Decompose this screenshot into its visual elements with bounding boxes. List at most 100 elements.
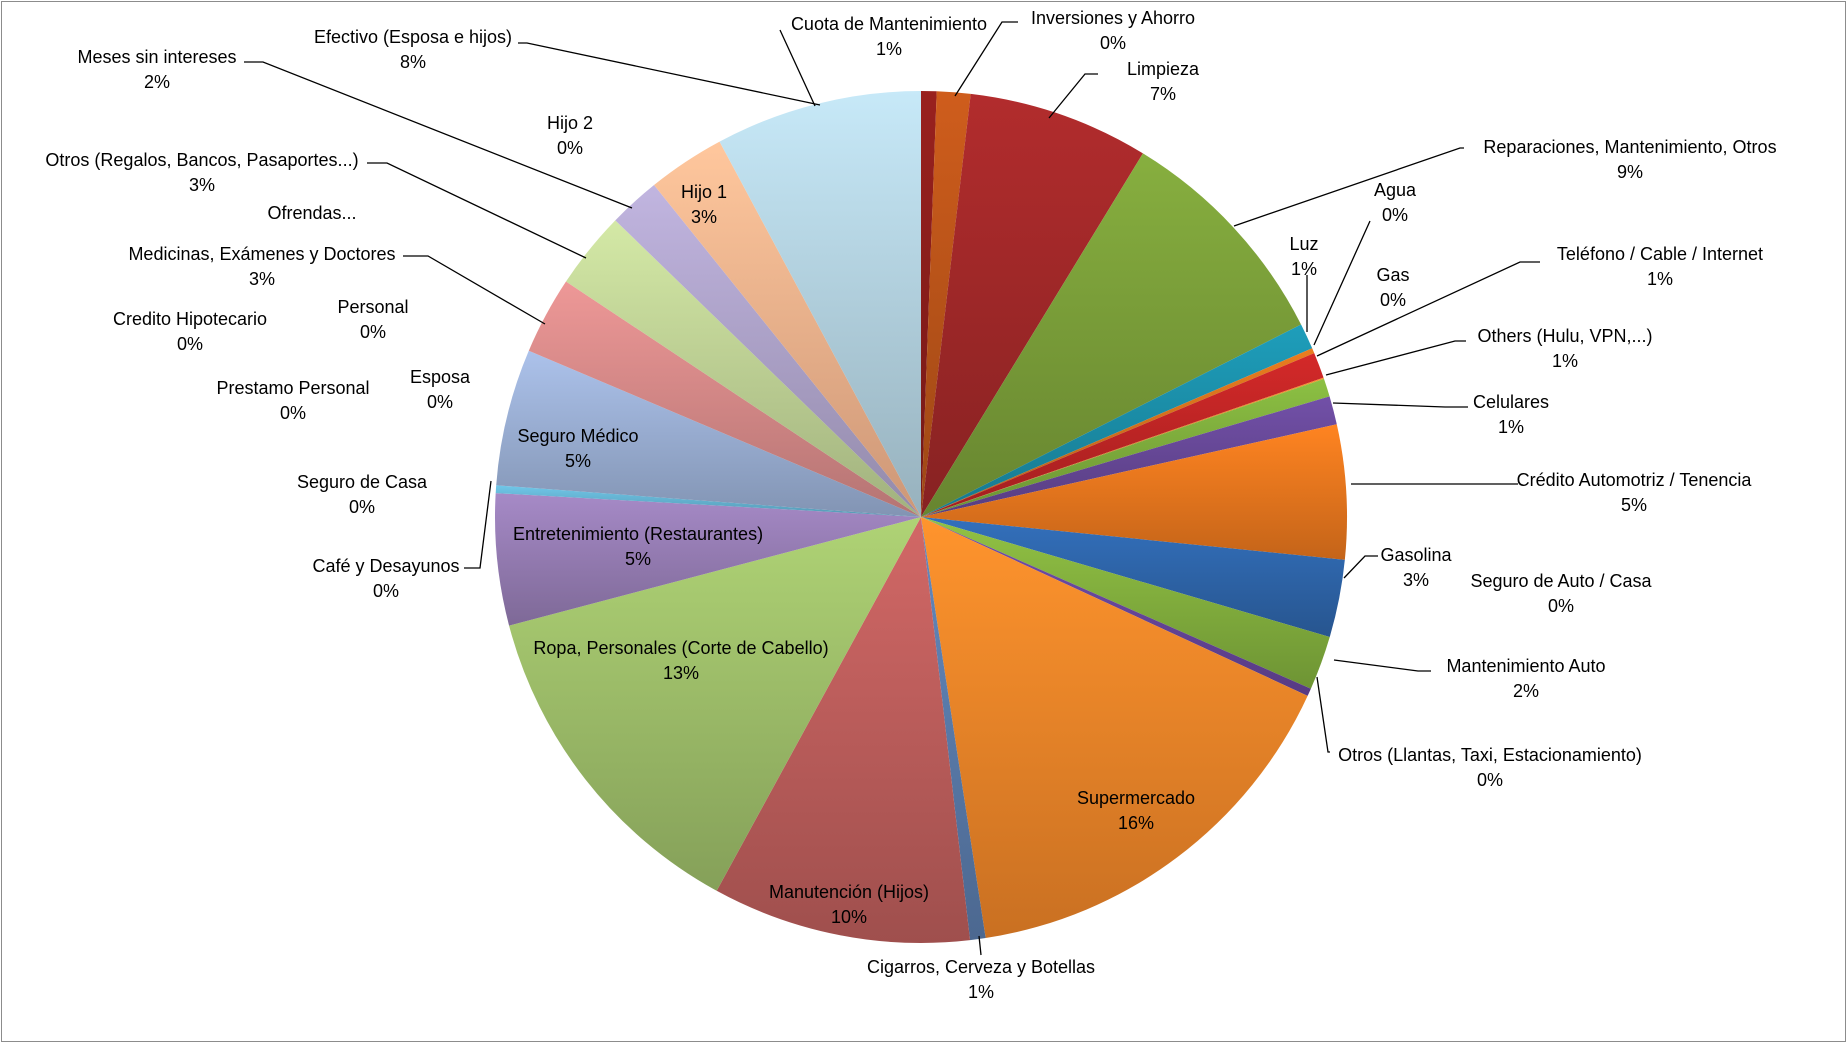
slice-name-celulares: Celulares	[1473, 392, 1549, 412]
data-label-manutencion-hijos: Manutención (Hijos) 10%	[769, 882, 929, 927]
pie-slice-efectivo-esposa-e-hijos	[719, 91, 921, 517]
slice-percent-telefono-cable-internet: 1%	[1647, 269, 1673, 289]
pie-slice-meses-sin-intereses	[615, 185, 921, 517]
slice-percent-supermercado: 16%	[1118, 813, 1154, 833]
leader-line-celulares	[1332, 402, 1468, 408]
leader-line-limpieza	[1048, 73, 1098, 119]
slice-percent-credito-hipotecario: 0%	[177, 334, 203, 354]
slice-name-luz: Luz	[1289, 234, 1318, 254]
slice-name-supermercado: Supermercado	[1077, 788, 1195, 808]
pie-slice-inversiones-y-ahorro	[921, 91, 971, 517]
slice-name-inversiones-y-ahorro: Inversiones y Ahorro	[1031, 8, 1195, 28]
data-label-ropa-personales-corte-de-cabello: Ropa, Personales (Corte de Cabello) 13%	[533, 638, 828, 683]
slice-name-cuota-de-mantenimiento: Cuota de Mantenimiento	[791, 14, 987, 34]
data-label-esposa: Esposa 0%	[410, 367, 471, 412]
data-label-seguro-medico: Seguro Médico 5%	[517, 426, 638, 471]
pie-slice-cigarros-cerveza-y-botellas	[921, 517, 986, 941]
pie-slice-credito-automotriz-tenencia	[921, 424, 1348, 560]
leader-line-cigarros-cerveza-y-botellas	[978, 935, 982, 956]
slice-percent-inversiones-y-ahorro: 0%	[1100, 33, 1126, 53]
slice-percent-celulares: 1%	[1498, 417, 1524, 437]
slice-percent-seguro-medico: 5%	[565, 451, 591, 471]
data-label-inversiones-y-ahorro: Inversiones y Ahorro 0%	[1031, 8, 1195, 53]
data-label-efectivo-esposa-e-hijos: Efectivo (Esposa e hijos) 8%	[314, 27, 512, 72]
slice-name-esposa: Esposa	[410, 367, 471, 387]
leader-lines	[244, 21, 1540, 956]
slice-name-mantenimiento-auto: Mantenimiento Auto	[1446, 656, 1605, 676]
pie-slice-otros-llantas-taxi-estacionamiento	[921, 517, 1311, 696]
data-label-limpieza: Limpieza 7%	[1127, 59, 1200, 104]
slice-name-telefono-cable-internet: Teléfono / Cable / Internet	[1557, 244, 1763, 264]
slice-name-agua: Agua	[1374, 180, 1417, 200]
pie-slice-ropa-personales-corte-de-cabello	[509, 517, 921, 891]
data-label-otros-regalos-bancos-pasaportes: Otros (Regalos, Bancos, Pasaportes...) 3%	[45, 150, 358, 195]
data-label-agua: Agua 0%	[1374, 180, 1417, 225]
slice-name-hijo-1: Hijo 1	[681, 182, 727, 202]
pie-slice-seguro-medico	[496, 350, 921, 517]
pie-slice-otros-regalos-bancos-pasaportes	[566, 220, 921, 517]
data-label-gasolina: Gasolina 3%	[1380, 545, 1452, 590]
data-label-mantenimiento-auto: Mantenimiento Auto 2%	[1446, 656, 1605, 701]
slice-name-limpieza: Limpieza	[1127, 59, 1200, 79]
pie-slice-mantenimiento-auto	[921, 517, 1330, 689]
slice-percent-reparaciones-mantenimiento-otros: 9%	[1617, 162, 1643, 182]
slice-percent-gas: 0%	[1380, 290, 1406, 310]
slice-percent-meses-sin-intereses: 2%	[144, 72, 170, 92]
data-label-seguro-de-casa: Seguro de Casa 0%	[297, 472, 428, 517]
data-label-prestamo-personal: Prestamo Personal 0%	[216, 378, 369, 423]
data-label-luz: Luz 1%	[1289, 234, 1318, 279]
pie-slice-agua	[921, 348, 1315, 517]
leader-line-meses-sin-intereses	[244, 61, 633, 209]
leader-line-inversiones-y-ahorro	[954, 21, 1018, 97]
slice-name-seguro-de-casa: Seguro de Casa	[297, 472, 428, 492]
pie-slice-cafe-y-desayunos	[495, 485, 921, 517]
slice-percent-luz: 1%	[1291, 259, 1317, 279]
leader-line-reparaciones-mantenimiento-otros	[1233, 147, 1464, 227]
slice-name-entretenimiento-restaurantes: Entretenimiento (Restaurantes)	[513, 524, 763, 544]
data-label-entretenimiento-restaurantes: Entretenimiento (Restaurantes) 5%	[513, 524, 763, 569]
data-label-supermercado: Supermercado 16%	[1077, 788, 1195, 833]
data-label-cigarros-cerveza-y-botellas: Cigarros, Cerveza y Botellas 1%	[867, 957, 1095, 1002]
slice-percent-esposa: 0%	[427, 392, 453, 412]
slice-percent-mantenimiento-auto: 2%	[1513, 681, 1539, 701]
slice-percent-hijo-1: 3%	[691, 207, 717, 227]
slice-name-personal: Personal	[337, 297, 408, 317]
data-label-telefono-cable-internet: Teléfono / Cable / Internet 1%	[1557, 244, 1763, 289]
slice-name-gas: Gas	[1376, 265, 1409, 285]
data-label-reparaciones-mantenimiento-otros: Reparaciones, Mantenimiento, Otros 9%	[1483, 137, 1776, 182]
slice-name-otros-regalos-bancos-pasaportes: Otros (Regalos, Bancos, Pasaportes...)	[45, 150, 358, 170]
pie-slice-supermercado	[921, 517, 1308, 939]
data-label-ofrendas: Ofrendas...	[267, 203, 356, 223]
data-label-gas: Gas 0%	[1376, 265, 1409, 310]
slice-percent-personal: 0%	[360, 322, 386, 342]
pie-slice-luz	[921, 324, 1313, 517]
data-label-seguro-de-auto-casa: Seguro de Auto / Casa 0%	[1470, 571, 1652, 616]
slice-percent-manutencion-hijos: 10%	[831, 907, 867, 927]
slice-percent-credito-automotriz-tenencia: 5%	[1621, 495, 1647, 515]
slice-percent-cafe-y-desayunos: 0%	[373, 581, 399, 601]
slice-name-others-hulu-vpn: Others (Hulu, VPN,...)	[1477, 326, 1652, 346]
slice-percent-medicinas-examenes-y-doctores: 3%	[249, 269, 275, 289]
slice-percent-prestamo-personal: 0%	[280, 403, 306, 423]
slice-name-seguro-medico: Seguro Médico	[517, 426, 638, 446]
leader-line-efectivo-esposa-e-hijos	[518, 42, 821, 106]
data-label-otros-llantas-taxi-estacionamiento: Otros (Llantas, Taxi, Estacionamiento) 0%	[1338, 745, 1642, 790]
leader-line-others-hulu-vpn	[1325, 340, 1466, 376]
pie-slice-telefono-cable-internet	[921, 353, 1324, 517]
slice-name-medicinas-examenes-y-doctores: Medicinas, Exámenes y Doctores	[128, 244, 395, 264]
slice-percent-seguro-de-auto-casa: 0%	[1548, 596, 1574, 616]
data-label-cafe-y-desayunos: Café y Desayunos 0%	[312, 556, 459, 601]
slice-percent-limpieza: 7%	[1150, 84, 1176, 104]
data-label-hijo-2: Hijo 2 0%	[547, 113, 593, 158]
leader-line-otros-llantas-taxi-estacionamiento	[1316, 676, 1330, 753]
slice-percent-gasolina: 3%	[1403, 570, 1429, 590]
slice-name-ropa-personales-corte-de-cabello: Ropa, Personales (Corte de Cabello)	[533, 638, 828, 658]
pie-slice-cuota-de-mantenimiento	[921, 91, 937, 517]
slice-name-credito-hipotecario: Credito Hipotecario	[113, 309, 267, 329]
leader-line-cuota-de-mantenimiento	[779, 29, 816, 107]
leader-line-telefono-cable-internet	[1316, 261, 1540, 357]
slice-percent-cigarros-cerveza-y-botellas: 1%	[968, 982, 994, 1002]
leader-line-otros-regalos-bancos-pasaportes	[367, 162, 587, 259]
data-label-credito-hipotecario: Credito Hipotecario 0%	[113, 309, 267, 354]
pie-slice-gasolina	[921, 517, 1345, 637]
